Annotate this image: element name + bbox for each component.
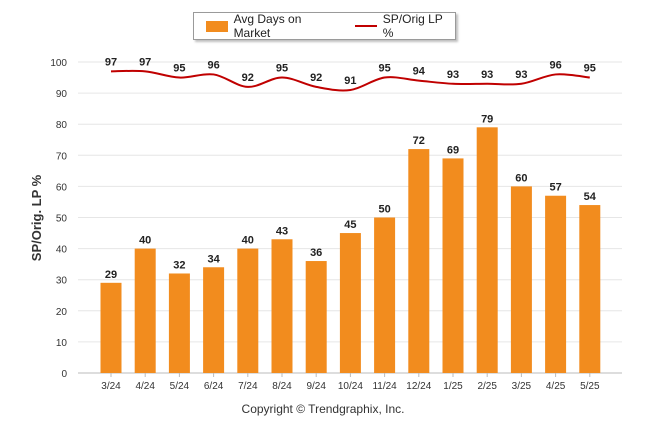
y-tick-label: 10 xyxy=(56,338,68,349)
bar-value-label: 45 xyxy=(344,219,356,231)
bar xyxy=(339,233,361,373)
x-tick-label: 11/24 xyxy=(372,381,397,392)
copyright-footer: Copyright © Trendgraphix, Inc. xyxy=(241,402,405,416)
line-value-labels: 97 97 95 96 92 95 92 91 95 94 93 93 93 96 95 xyxy=(105,56,596,87)
bar xyxy=(168,273,190,373)
bar-value-label: 40 xyxy=(242,235,254,247)
y-axis-ticks: 0 10 20 30 40 50 60 70 80 90 100 xyxy=(50,58,67,380)
bar xyxy=(579,205,601,373)
line-value-label: 95 xyxy=(173,63,185,75)
x-tick-label: 6/24 xyxy=(204,381,224,392)
x-tick-label: 12/24 xyxy=(406,381,431,392)
bar-value-label: 32 xyxy=(173,259,185,271)
x-tick-label: 4/24 xyxy=(135,381,155,392)
x-tick-label: 10/24 xyxy=(338,381,363,392)
bar-value-label: 54 xyxy=(584,191,597,203)
bar xyxy=(442,158,464,373)
line-value-label: 95 xyxy=(584,63,596,75)
line-value-label: 97 xyxy=(105,56,117,68)
bar xyxy=(134,248,156,373)
bar xyxy=(374,217,396,373)
bar xyxy=(271,239,293,373)
bar-value-label: 69 xyxy=(447,144,459,156)
line-value-label: 95 xyxy=(378,63,390,75)
bar xyxy=(545,195,567,373)
y-tick-label: 40 xyxy=(56,245,68,256)
bar xyxy=(476,127,498,373)
line-value-label: 97 xyxy=(139,56,151,68)
y-tick-label: 100 xyxy=(50,58,67,69)
x-tick-label: 1/25 xyxy=(443,381,463,392)
line-value-label: 91 xyxy=(344,75,356,87)
bar-value-label: 60 xyxy=(515,172,527,184)
line-value-label: 95 xyxy=(276,63,288,75)
y-tick-label: 80 xyxy=(56,120,68,131)
bar-value-label: 43 xyxy=(276,225,288,237)
y-axis-label: SP/Orig. LP % xyxy=(29,174,44,261)
x-tick-label: 5/24 xyxy=(170,381,190,392)
y-tick-label: 60 xyxy=(56,182,68,193)
bar-value-label: 40 xyxy=(139,235,151,247)
bar xyxy=(237,248,259,373)
y-tick-label: 70 xyxy=(56,151,68,162)
line-value-label: 96 xyxy=(549,59,561,71)
x-axis-ticks: 3/24 4/24 5/24 6/24 7/24 8/24 9/24 10/24 11/24 12… xyxy=(101,373,600,392)
line-value-label: 93 xyxy=(515,69,527,81)
line-value-label: 96 xyxy=(207,59,219,71)
bar xyxy=(408,149,430,373)
bar-value-label: 50 xyxy=(378,204,390,216)
y-tick-label: 20 xyxy=(56,307,68,318)
x-tick-label: 2/25 xyxy=(477,381,497,392)
bar-value-label: 57 xyxy=(549,182,561,194)
x-tick-label: 3/25 xyxy=(512,381,532,392)
x-tick-label: 7/24 xyxy=(238,381,258,392)
line-value-label: 92 xyxy=(242,72,254,84)
bar-value-label: 34 xyxy=(207,253,220,265)
x-tick-label: 9/24 xyxy=(306,381,326,392)
bar-value-label: 79 xyxy=(481,113,493,125)
legend-swatch-bar xyxy=(206,20,228,32)
y-tick-label: 0 xyxy=(61,369,67,380)
legend-item-bar[interactable]: Avg Days on Market xyxy=(194,12,339,40)
line-value-label: 93 xyxy=(447,69,459,81)
line-value-label: 94 xyxy=(413,66,426,78)
legend-label-line: SP/Orig LP % xyxy=(382,12,443,40)
bar xyxy=(305,261,327,373)
line-sp-orig xyxy=(110,69,590,92)
x-tick-label: 8/24 xyxy=(272,381,292,392)
x-tick-label: 3/24 xyxy=(101,381,121,392)
legend-label-bar: Avg Days on Market xyxy=(233,12,302,40)
y-tick-label: 30 xyxy=(56,276,68,287)
y-tick-label: 90 xyxy=(56,89,68,100)
bars-avg-days xyxy=(100,127,601,373)
bar-value-label: 72 xyxy=(413,135,425,147)
bar-value-labels: 29 40 32 34 40 43 36 45 50 72 69 79 60 57 54 xyxy=(105,113,597,281)
series-line xyxy=(110,69,590,92)
bar xyxy=(510,186,532,373)
line-value-label: 92 xyxy=(310,72,322,84)
bar-value-label: 36 xyxy=(310,247,322,259)
legend-item-line[interactable]: SP/Orig LP % xyxy=(339,12,455,40)
x-tick-label: 5/25 xyxy=(580,381,600,392)
line-value-label: 93 xyxy=(481,69,493,81)
y-tick-label: 50 xyxy=(56,214,68,225)
bar xyxy=(203,267,225,373)
legend: Avg Days on Market SP/Orig LP % xyxy=(193,12,456,40)
legend-swatch-line xyxy=(355,25,377,27)
x-tick-label: 4/25 xyxy=(546,381,566,392)
bar xyxy=(100,282,122,373)
bar-value-label: 29 xyxy=(105,269,117,281)
